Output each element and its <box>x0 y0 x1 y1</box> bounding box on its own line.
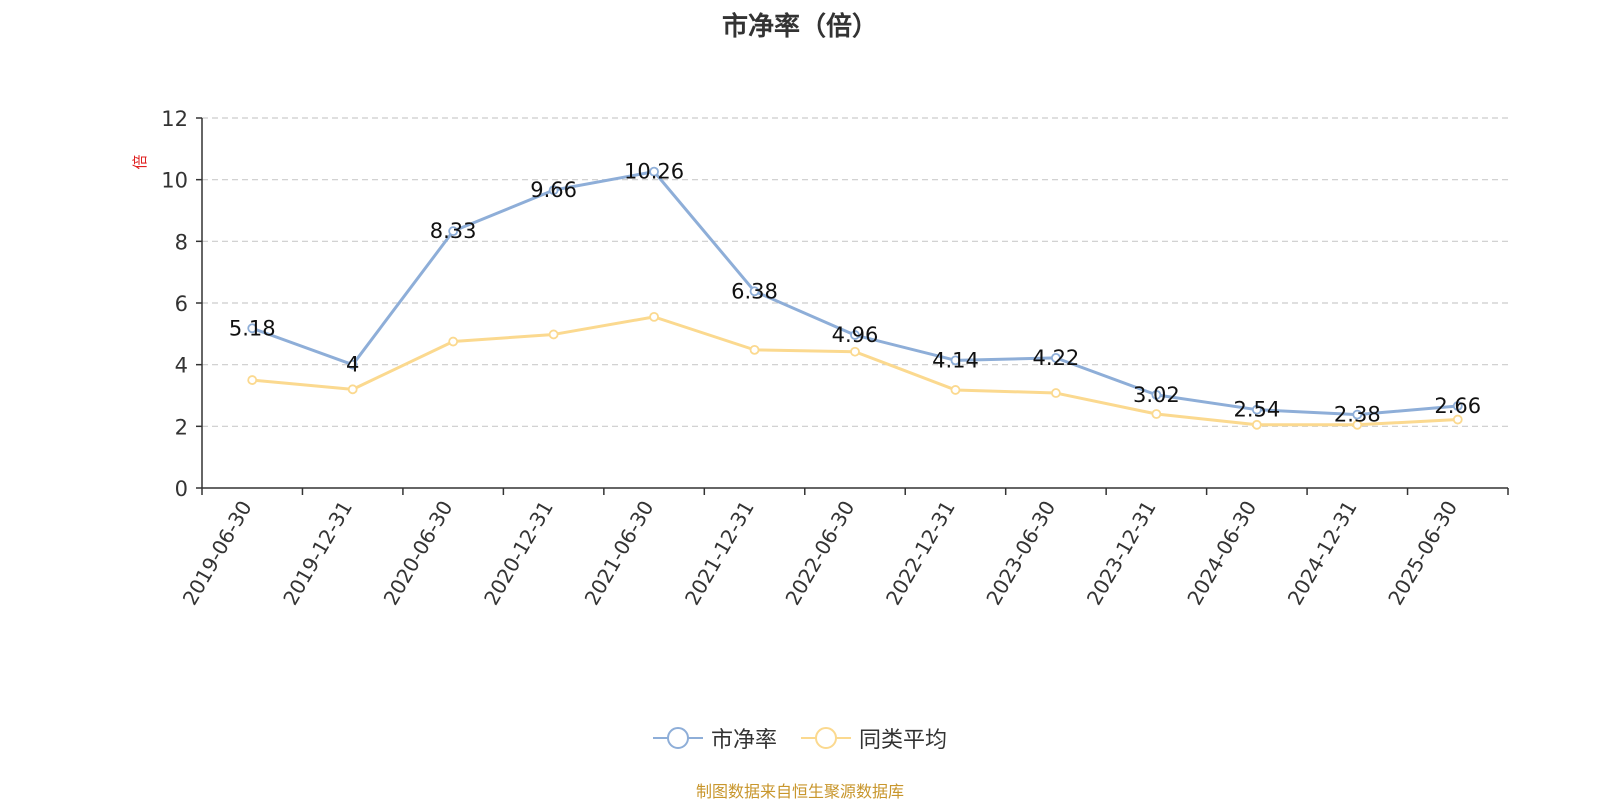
x-tick-label: 2019-12-31 <box>278 497 357 610</box>
x-tick-label: 2024-06-30 <box>1182 497 1261 610</box>
x-tick-label: 2020-06-30 <box>379 496 458 609</box>
legend-item-pb[interactable]: 市净率 <box>652 722 777 754</box>
data-point[interactable] <box>347 384 358 395</box>
data-point[interactable] <box>448 226 459 237</box>
y-tick-label: 6 <box>175 292 188 316</box>
y-axis-unit-label: 倍 <box>131 154 149 169</box>
data-point[interactable] <box>247 323 258 334</box>
x-tick-label: 2023-12-31 <box>1082 497 1161 610</box>
data-point[interactable] <box>448 336 459 347</box>
x-tick-label: 2021-12-31 <box>680 497 759 610</box>
data-label: 9.66 <box>530 178 577 202</box>
data-point[interactable] <box>347 359 358 370</box>
legend: 市净率 同类平均 <box>0 722 1600 754</box>
data-label: 2.38 <box>1334 403 1381 427</box>
data-label: 4.14 <box>932 348 979 372</box>
data-label: 5.18 <box>229 316 276 340</box>
data-point[interactable] <box>548 185 559 196</box>
series-line <box>251 170 1458 417</box>
data-label: 3.02 <box>1133 383 1180 407</box>
legend-item-peer-average[interactable]: 同类平均 <box>801 722 947 754</box>
data-label: 4.96 <box>832 323 879 347</box>
data-point[interactable] <box>1051 388 1061 398</box>
y-tick-label: 4 <box>175 354 188 378</box>
x-tick-label: 2020-12-31 <box>479 497 558 610</box>
data-point[interactable] <box>1251 419 1262 430</box>
data-label: 6.38 <box>731 279 778 303</box>
data-point[interactable] <box>1251 404 1262 415</box>
data-point[interactable] <box>1452 401 1463 411</box>
y-tick-label: 2 <box>175 415 188 439</box>
x-tick-label: 2023-06-30 <box>981 497 1060 610</box>
x-tick-label: 2025-06-30 <box>1383 497 1462 610</box>
data-labels: 5.18 4 8.33 9.66 10.26 6.38 4.96 4.14 4.22 3.02 2.… <box>229 160 1481 427</box>
legend-marker-pb <box>652 727 703 749</box>
legend-label-pb: 市净率 <box>710 728 777 753</box>
data-point[interactable] <box>1051 352 1061 363</box>
data-point[interactable] <box>1352 409 1363 420</box>
axes: 0 2 4 6 8 10 12 2019-06-30 2019-12-31 2020-06-30 2… <box>161 107 1509 610</box>
x-tick-label: 2022-12-31 <box>881 497 960 610</box>
data-label: 8.33 <box>430 219 477 243</box>
data-point[interactable] <box>1151 409 1162 419</box>
source-note: 制图数据来自恒生聚源数据库 <box>695 782 904 801</box>
data-point[interactable] <box>749 286 760 297</box>
data-point[interactable] <box>649 166 659 177</box>
data-label: 2.54 <box>1233 398 1280 422</box>
data-point[interactable] <box>1452 414 1463 425</box>
data-label: 4 <box>346 353 359 377</box>
data-label: 2.66 <box>1434 394 1481 418</box>
y-tick-label: 10 <box>161 169 188 193</box>
data-point[interactable] <box>850 346 860 357</box>
data-point[interactable] <box>548 329 559 340</box>
y-tick-label: 12 <box>161 107 188 131</box>
data-label: 4.22 <box>1033 346 1080 370</box>
data-point[interactable] <box>850 330 860 340</box>
data-label: 10.26 <box>624 160 684 184</box>
chart-title: 市净率（倍） <box>721 12 878 42</box>
grid-lines <box>202 117 1508 427</box>
y-tick-label: 0 <box>175 477 188 501</box>
data-point[interactable] <box>649 311 659 322</box>
x-tick-label: 2022-06-30 <box>780 497 859 610</box>
data-point[interactable] <box>950 355 961 366</box>
data-point[interactable] <box>1352 419 1363 430</box>
data-point[interactable] <box>950 385 961 395</box>
legend-label-peer-average: 同类平均 <box>859 728 948 753</box>
data-point[interactable] <box>749 344 760 355</box>
series-lines <box>247 166 1463 430</box>
data-point[interactable] <box>1151 389 1162 400</box>
legend-marker-peer-average <box>801 727 851 749</box>
y-tick-label: 8 <box>175 230 188 254</box>
x-tick-label: 2019-06-30 <box>178 497 257 610</box>
x-tick-label: 2024-12-31 <box>1283 497 1362 610</box>
x-tick-label: 2021-06-30 <box>580 497 659 610</box>
data-point[interactable] <box>247 375 258 385</box>
